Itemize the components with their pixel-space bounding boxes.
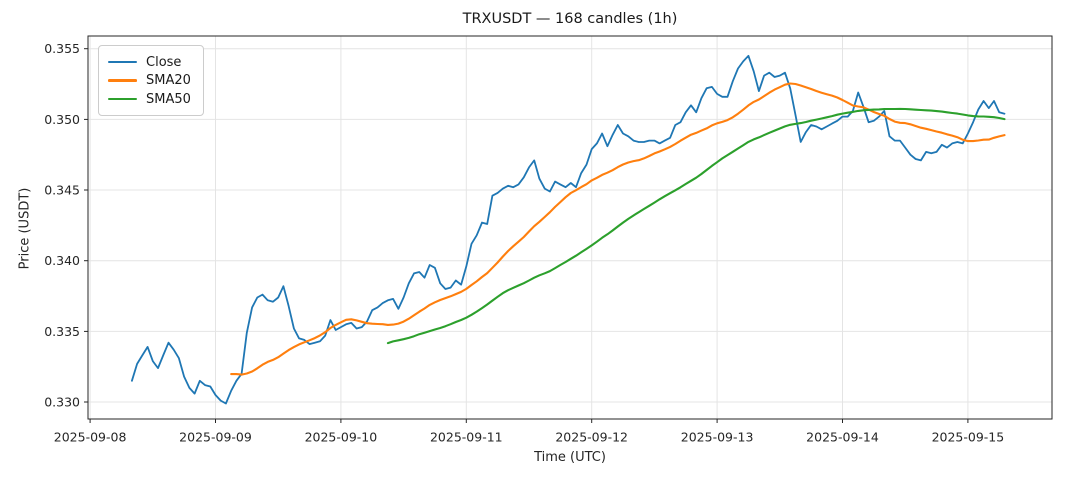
x-tick-label: 2025-09-09 — [179, 430, 252, 445]
axes-spines — [87, 35, 1053, 420]
sma20-line — [230, 82, 1006, 376]
legend: Close SMA20 SMA50 — [98, 45, 204, 116]
x-tick-label: 2025-09-13 — [681, 430, 754, 445]
y-tick-label: 0.335 — [44, 324, 80, 339]
legend-label-sma50: SMA50 — [146, 91, 191, 107]
legend-label-sma20: SMA20 — [146, 73, 191, 88]
x-tick-label: 2025-09-15 — [932, 430, 1005, 445]
legend-entry-sma20: SMA20 — [108, 72, 191, 90]
sma20-line-swatch — [108, 79, 137, 82]
sma50-line — [386, 107, 1006, 345]
y-tick-label: 0.355 — [44, 41, 80, 56]
x-tick-label: 2025-09-10 — [305, 430, 378, 445]
legend-label-close: Close — [146, 54, 182, 70]
x-axis-label: Time (UTC) — [534, 450, 606, 465]
close-line-swatch — [108, 60, 137, 64]
chart-title: TRXUSDT — 168 candles (1h) — [462, 11, 678, 27]
y-axis-label: Price (USDT) — [17, 187, 33, 270]
x-tick-label: 2025-09-14 — [806, 430, 879, 445]
x-tick-label: 2025-09-08 — [54, 430, 127, 445]
y-tick-label: 0.330 — [44, 395, 80, 410]
x-tick-label: 2025-09-11 — [430, 430, 503, 445]
close-line — [131, 54, 1006, 405]
y-tick-label: 0.350 — [44, 112, 80, 127]
y-tick-label: 0.345 — [44, 183, 80, 198]
legend-entry-close: Close — [108, 53, 191, 71]
y-tick-label: 0.340 — [44, 253, 80, 268]
legend-entry-sma50: SMA50 — [108, 90, 191, 108]
sma50-line-swatch — [108, 97, 137, 101]
x-tick-label: 2025-09-12 — [555, 430, 628, 445]
